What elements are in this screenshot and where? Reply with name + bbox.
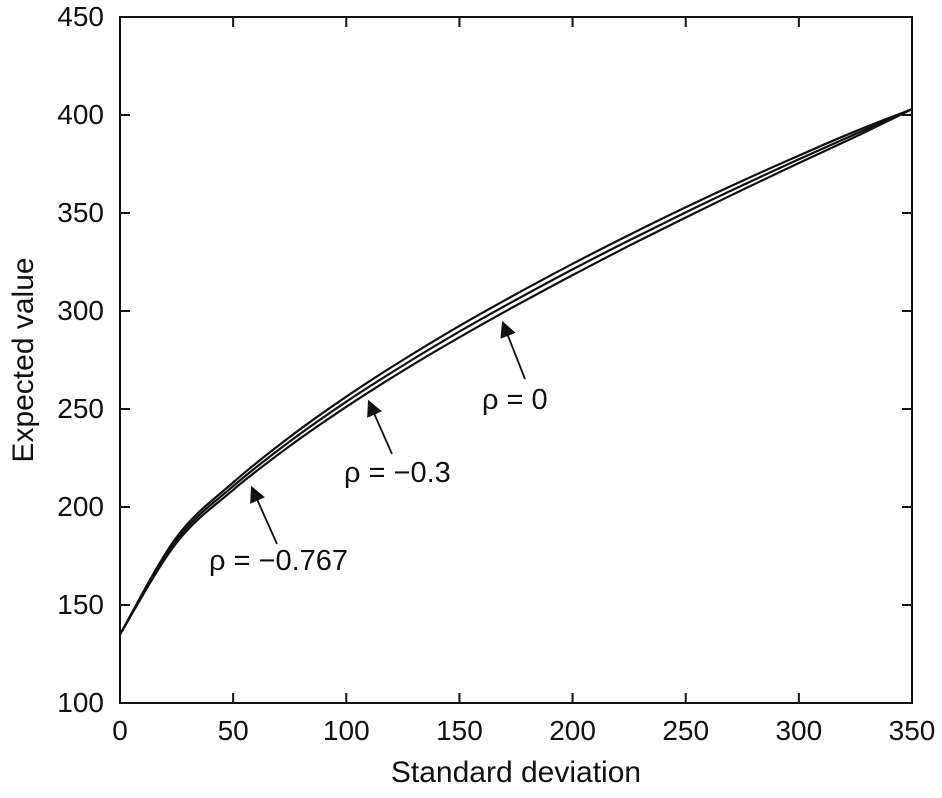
x-tick-label: 350 (888, 715, 936, 746)
plot-border (119, 16, 913, 704)
y-tick-label: 350 (57, 197, 104, 228)
x-tick-label: 150 (436, 715, 483, 746)
y-tick-label: 250 (57, 393, 104, 424)
annotation-rho-neg-03: ρ = −0.3 (344, 457, 451, 489)
x-tick-label: 0 (112, 715, 128, 746)
curve-rho-neg-0767 (119, 108, 913, 635)
x-tick-label: 50 (217, 715, 249, 746)
x-tick-label: 100 (322, 715, 370, 746)
curve-rho-0 (119, 108, 913, 635)
y-tick-label: 150 (57, 589, 104, 620)
arrow-rho-0 (500, 320, 526, 380)
y-tick-label: 450 (57, 1, 104, 32)
x-tick-label: 200 (549, 715, 596, 746)
y-tick-label: 100 (57, 687, 104, 718)
x-tick-label: 300 (775, 715, 823, 746)
annotation-rho-0: ρ = 0 (482, 384, 548, 416)
arrow-rho-neg-03 (367, 399, 393, 455)
axis-ticks (119, 16, 913, 704)
y-tick-label: 300 (57, 295, 104, 326)
annotation-arrows (250, 320, 526, 545)
arrow-rho-neg-0767 (250, 485, 278, 545)
y-tick-label: 400 (57, 99, 104, 130)
x-axis-title: Standard deviation (390, 756, 642, 789)
x-tick-label: 250 (662, 715, 710, 746)
annotation-rho-neg-0767: ρ = −0.767 (209, 545, 349, 577)
y-tick-label: 200 (57, 491, 104, 522)
curve-rho-neg-03 (119, 108, 913, 635)
y-axis-title: Expected value (7, 257, 40, 463)
